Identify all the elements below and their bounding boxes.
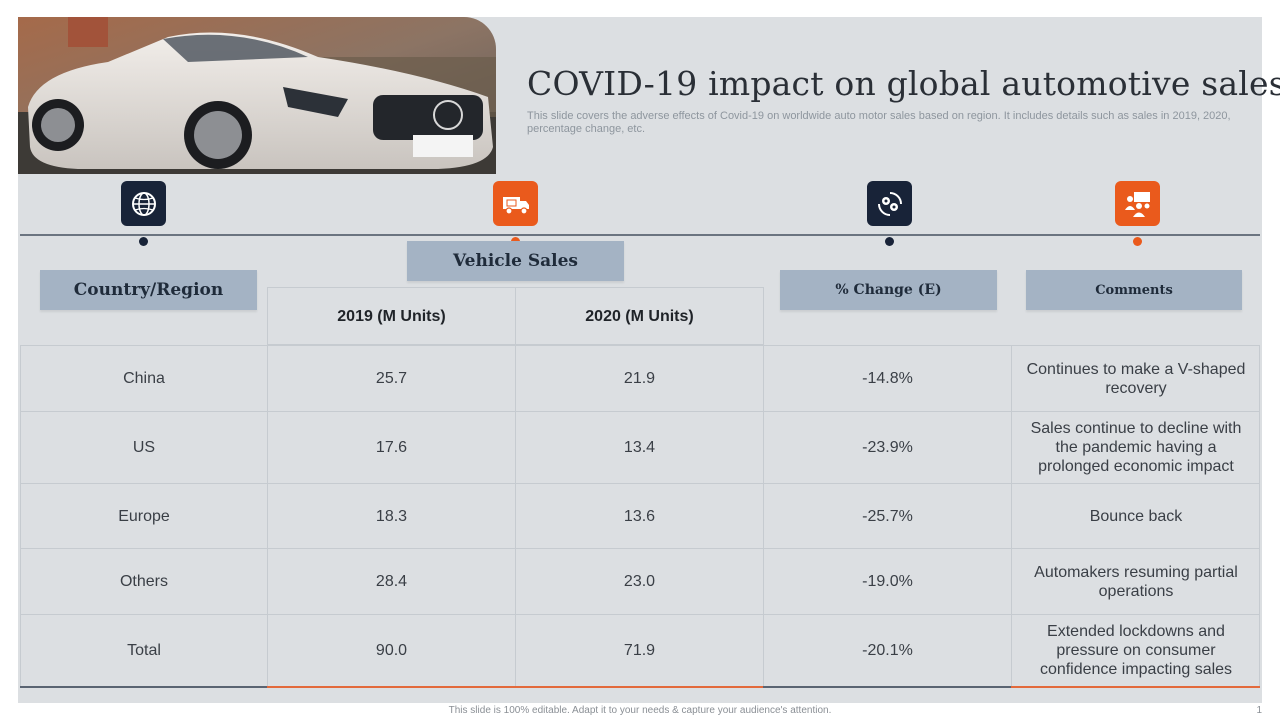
page-subtitle: This slide covers the adverse effects of… bbox=[527, 110, 1231, 135]
cell-comment: Bounce back bbox=[1089, 507, 1183, 525]
cell-2019: 25.7 bbox=[375, 370, 408, 387]
subheader-2020: 2020 (M Units) bbox=[585, 307, 694, 325]
subheader-2019: 2019 (M Units) bbox=[337, 307, 446, 325]
cell-change: -19.0% bbox=[862, 573, 913, 590]
cell-region: Others bbox=[119, 573, 168, 590]
globe-icon bbox=[121, 181, 166, 226]
timeline-line bbox=[20, 234, 1260, 236]
slide: COVID-19 impact on global automotive sal… bbox=[18, 17, 1280, 703]
hero-car-image bbox=[18, 17, 496, 174]
gears-cycle-icon bbox=[867, 181, 912, 226]
cell-comment: Sales continue to decline with the pande… bbox=[1030, 420, 1242, 475]
cell-2020: 23.0 bbox=[623, 573, 656, 590]
cell-2019: 18.3 bbox=[375, 507, 408, 525]
cell-change: -23.9% bbox=[862, 439, 913, 456]
cell-2020: 13.4 bbox=[623, 439, 656, 456]
delivery-truck-icon bbox=[493, 181, 538, 226]
cell-region: Europe bbox=[118, 507, 170, 525]
cell-2020: 71.9 bbox=[623, 642, 656, 659]
cell-change: -25.7% bbox=[862, 507, 913, 525]
header-percent-change: % Change (E) bbox=[780, 270, 997, 310]
cell-region: China bbox=[123, 370, 165, 387]
cell-2020: 13.6 bbox=[623, 507, 656, 525]
header-country-region: Country/Region bbox=[40, 270, 257, 310]
cell-2019: 28.4 bbox=[375, 573, 408, 590]
cell-2019: 17.6 bbox=[375, 439, 408, 456]
page-title: COVID-19 impact on global automotive sal… bbox=[527, 64, 1280, 103]
cell-comment: Continues to make a V-shaped recovery bbox=[1026, 360, 1246, 397]
header-comments: Comments bbox=[1026, 270, 1242, 310]
cell-region: Total bbox=[127, 642, 161, 659]
page-number: 1 bbox=[1256, 705, 1262, 716]
cell-change: -14.8% bbox=[862, 370, 913, 387]
team-presentation-icon bbox=[1115, 181, 1160, 226]
cell-change: -20.1% bbox=[862, 642, 913, 659]
cell-region: US bbox=[132, 439, 156, 456]
cell-2019: 90.0 bbox=[375, 642, 408, 659]
cell-2020: 21.9 bbox=[623, 370, 656, 387]
timeline-dot bbox=[885, 237, 894, 246]
cell-comment: Extended lockdowns and pressure on consu… bbox=[1039, 623, 1233, 678]
timeline-dot bbox=[139, 237, 148, 246]
header-vehicle-sales: Vehicle Sales bbox=[407, 241, 624, 281]
cell-comment: Automakers resuming partial operations bbox=[1034, 563, 1238, 600]
timeline-dot bbox=[1133, 237, 1142, 246]
footer-note: This slide is 100% editable. Adapt it to… bbox=[448, 705, 832, 716]
